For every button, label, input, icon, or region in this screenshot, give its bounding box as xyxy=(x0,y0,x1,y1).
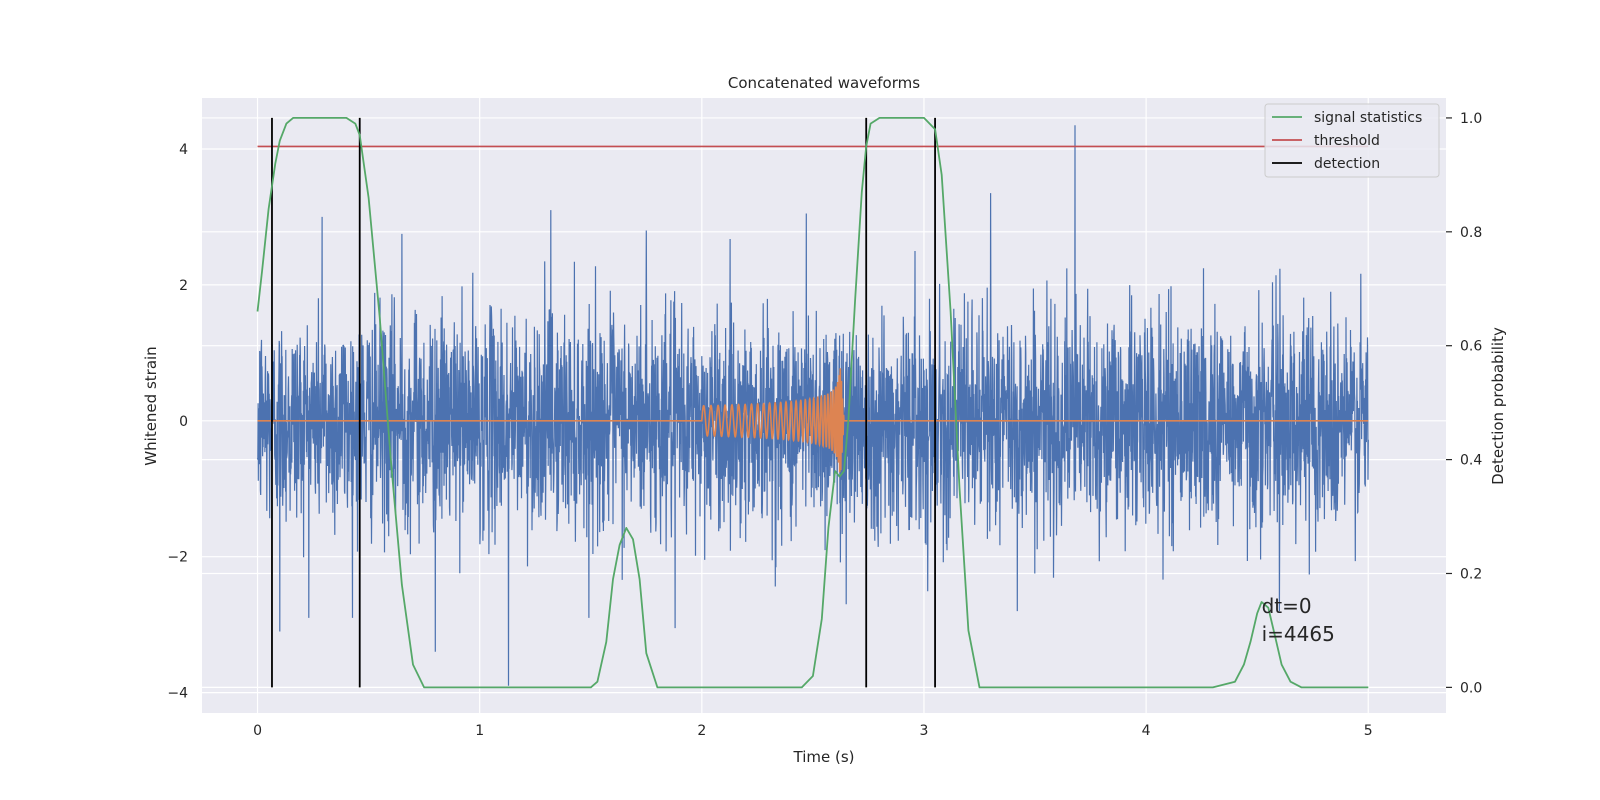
x-tick-label: 0 xyxy=(253,723,262,739)
y2-axis-label: Detection probability xyxy=(1489,327,1507,485)
y-tick-label: 0 xyxy=(179,414,188,430)
legend: signal statistics threshold detection xyxy=(1264,103,1440,178)
annotation-dt: dt=0 xyxy=(1262,594,1312,618)
legend-label-threshold: threshold xyxy=(1314,133,1380,149)
x-tick-label: 5 xyxy=(1364,723,1373,739)
x-tick-label: 1 xyxy=(475,723,484,739)
y2-ticks: 0.0 0.2 0.4 0.6 0.8 1.0 xyxy=(1446,111,1482,696)
legend-box xyxy=(1264,103,1440,178)
annotation: dt=0 i=4465 xyxy=(1262,594,1335,646)
y-axis-label: Whitened strain xyxy=(142,346,160,465)
y2-tick-label: 0.0 xyxy=(1460,680,1482,696)
y-tick-label: −2 xyxy=(167,550,188,566)
x-tick-label: 3 xyxy=(920,723,929,739)
x-tick-label: 2 xyxy=(697,723,706,739)
y2-tick-label: 0.2 xyxy=(1460,566,1482,582)
y-tick-label: 2 xyxy=(179,278,188,294)
y-tick-label: 4 xyxy=(179,142,188,158)
y-ticks: −4 −2 0 2 4 xyxy=(167,142,188,702)
chart-title: Concatenated waveforms xyxy=(728,74,920,92)
y2-tick-label: 0.4 xyxy=(1460,453,1482,469)
legend-label-signal-statistics: signal statistics xyxy=(1314,110,1422,126)
legend-label-detection: detection xyxy=(1314,156,1380,172)
series-signal-statistics xyxy=(256,117,1369,689)
x-ticks: 0 1 2 3 4 5 xyxy=(253,723,1373,739)
y2-tick-label: 0.6 xyxy=(1460,339,1482,355)
x-axis-label: Time (s) xyxy=(793,748,855,766)
plot-area xyxy=(256,117,1369,689)
x-tick-label: 4 xyxy=(1142,723,1151,739)
y2-tick-label: 1.0 xyxy=(1460,111,1482,127)
series-waveform xyxy=(257,368,1369,473)
y2-tick-label: 0.8 xyxy=(1460,225,1482,241)
annotation-index: i=4465 xyxy=(1262,622,1335,646)
y-tick-label: −4 xyxy=(167,686,188,702)
